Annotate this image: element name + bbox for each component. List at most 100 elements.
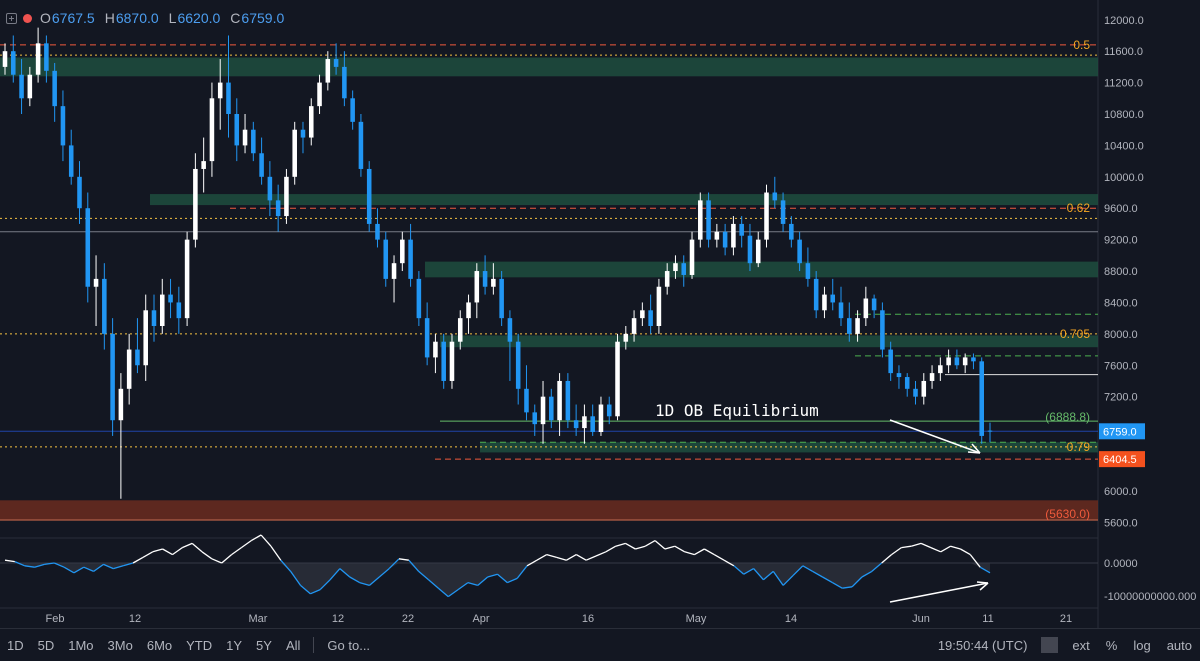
candle-body	[515, 341, 521, 389]
oscillator-segment	[516, 565, 528, 579]
chart-canvas[interactable]: 1D OB Equilibrium 0.5 0.62 0.705 0.79 (6888.8…	[0, 0, 1200, 628]
expand-icon[interactable]	[6, 12, 17, 24]
ext-toggle[interactable]: ext	[1072, 637, 1090, 653]
candle-body	[640, 310, 645, 319]
time-axis-label: May	[686, 613, 707, 625]
candle-body	[242, 129, 248, 146]
oscillator-segment	[162, 548, 173, 556]
candle-body	[466, 302, 471, 319]
candle-body	[863, 298, 869, 319]
clock-time[interactable]: 19:50:44 (UTC)	[937, 637, 1028, 653]
oscillator-segment	[280, 559, 292, 572]
candle-body	[176, 302, 182, 319]
candle-body	[209, 98, 215, 162]
candle-body	[350, 98, 355, 122]
candle-body	[308, 106, 314, 138]
low-value: 6620.0	[177, 10, 221, 26]
candle-body	[135, 349, 140, 366]
oscillator-segment	[674, 545, 685, 553]
oscillator-segment	[694, 548, 705, 556]
oscillator-segment	[891, 547, 902, 556]
range-1d-button[interactable]: 1D	[7, 637, 24, 653]
candle-body	[838, 302, 844, 319]
toolbar-right: 19:50:44 (UTC) ext % log auto	[930, 629, 1200, 661]
oscillator-segment	[34, 563, 45, 568]
oscillator-segment	[507, 577, 518, 584]
candle-body	[300, 129, 306, 138]
candle-body	[524, 388, 529, 413]
open-value: 6767.5	[51, 10, 95, 26]
oscillator-segment	[861, 570, 873, 578]
time-axis-label: Jun	[912, 613, 930, 625]
oscillator-axis-tick: -10000000000.000	[1104, 591, 1196, 603]
low-label: L	[168, 10, 177, 26]
oscillator-segment	[664, 545, 675, 550]
annotation-label: 1D OB Equilibrium	[655, 401, 819, 420]
oscillator-segment	[270, 545, 282, 561]
candle-body	[159, 294, 165, 326]
oscillator-segment	[644, 540, 656, 547]
candle-body	[284, 176, 289, 217]
oscillator-segment	[556, 556, 567, 561]
candle-body	[938, 365, 943, 374]
oscillator-segment	[625, 542, 636, 550]
oscillator-segment	[24, 565, 35, 568]
fib-label: 0.705	[1060, 327, 1090, 341]
oscillator-fill	[5, 563, 990, 597]
close-value: 6759.0	[241, 10, 285, 26]
oscillator-segment	[969, 554, 981, 568]
time-axis-label: Mar	[249, 613, 268, 625]
oscillator-segment	[772, 571, 784, 586]
oscillator-segment	[911, 542, 922, 547]
time-axis-label: 21	[1060, 613, 1072, 625]
candle-body	[168, 294, 173, 303]
candle-body	[151, 310, 157, 326]
range-3mo-button[interactable]: 3Mo	[107, 637, 133, 653]
demand-zone	[440, 335, 1098, 348]
oscillator-segment	[378, 568, 390, 578]
candle-body	[565, 380, 571, 421]
price-tag-label: 6759.0	[1103, 426, 1137, 438]
oscillator-segment	[979, 566, 991, 574]
candle-body	[582, 416, 587, 429]
demand-zone	[480, 442, 1098, 453]
open-label: O	[40, 10, 51, 26]
candle-body	[664, 271, 670, 287]
candle-body	[234, 114, 240, 146]
auto-toggle[interactable]: auto	[1166, 637, 1192, 653]
oscillator-segment	[654, 540, 666, 550]
range-1mo-button[interactable]: 1Mo	[68, 637, 94, 653]
range-5y-button[interactable]: 5Y	[256, 637, 272, 653]
price-tag-bg	[1099, 451, 1145, 468]
candle-body	[739, 223, 744, 236]
price-axis-tick: 8400.0	[1104, 297, 1138, 309]
range-6mo-button[interactable]: 6Mo	[146, 637, 173, 653]
candle-body	[366, 168, 372, 224]
candle-body	[830, 294, 836, 303]
percent-toggle[interactable]: %	[1105, 637, 1118, 653]
candle-body	[904, 377, 910, 389]
candle-body	[731, 223, 736, 248]
oscillator-segment	[211, 558, 222, 564]
range-all-button[interactable]: All	[285, 637, 301, 653]
oscillator-segment	[713, 554, 725, 561]
supply-zone	[0, 500, 1098, 521]
range-5d-button[interactable]: 5D	[37, 637, 55, 653]
level-label-6888: (6888.8)	[1045, 410, 1090, 424]
candle-body	[971, 357, 976, 362]
oscillator-segment	[753, 568, 764, 581]
price-axis-tick: 10000.0	[1104, 172, 1144, 184]
oscillator-segment	[388, 558, 400, 570]
log-toggle[interactable]: log	[1133, 637, 1151, 653]
goto-button[interactable]: Go to...	[327, 637, 371, 653]
oscillator-segment	[723, 559, 735, 567]
oscillator-segment	[851, 576, 863, 588]
oscillator-segment	[575, 554, 587, 561]
range-ytd-button[interactable]: YTD	[186, 637, 213, 653]
oscillator-segment	[4, 559, 15, 563]
range-1y-button[interactable]: 1Y	[226, 637, 243, 653]
candle-body	[871, 298, 877, 311]
candle-body	[714, 231, 720, 240]
oscillator-segment	[546, 553, 557, 559]
oscillator-segment	[832, 582, 843, 589]
